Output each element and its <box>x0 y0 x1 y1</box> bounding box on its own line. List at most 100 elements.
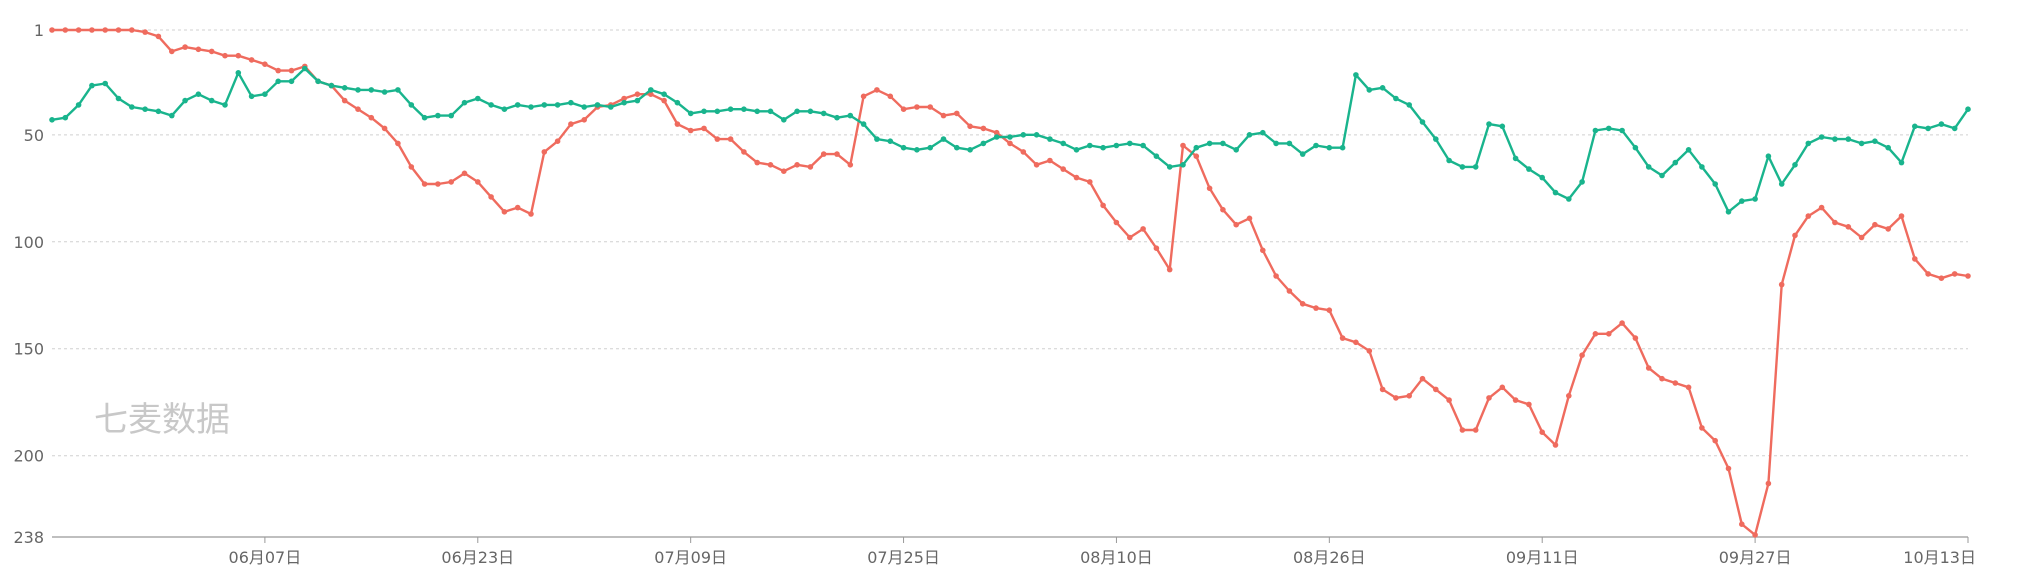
series-1-point <box>1020 149 1027 155</box>
series-2-point <box>381 89 388 95</box>
series-1-point <box>1472 427 1479 433</box>
series-2-point <box>1087 142 1093 149</box>
series-2-point <box>142 106 148 112</box>
series-2-point <box>1246 132 1253 138</box>
series-1-point <box>89 27 95 33</box>
series-2-point <box>341 85 348 91</box>
series-1-point <box>1313 305 1319 311</box>
series-1-point <box>142 29 148 35</box>
series-1-point <box>182 44 188 50</box>
x-tick-label: 08月26日 <box>1293 548 1366 567</box>
series-2-point <box>262 91 268 97</box>
series-2-point <box>275 78 282 85</box>
series-2-point <box>927 144 933 151</box>
series-2-point <box>235 70 242 76</box>
series-layer <box>49 27 1971 538</box>
series-2-point <box>541 102 548 108</box>
series-2-point <box>1685 147 1692 153</box>
series-1-point <box>887 93 894 100</box>
series-2-point <box>1965 106 1971 112</box>
series-1-point <box>1765 480 1772 487</box>
series-1-point <box>1845 224 1852 230</box>
series-1-point <box>1406 393 1412 399</box>
series-2-point <box>1579 179 1585 185</box>
x-tick-label: 08月10日 <box>1080 548 1153 567</box>
series-2-point <box>661 91 667 97</box>
series-1-point <box>1140 226 1146 232</box>
series-1-point <box>355 106 361 112</box>
series-1-point <box>1512 397 1519 403</box>
series-2-point <box>1419 119 1426 125</box>
series-1-point <box>262 61 268 67</box>
series-1-point <box>554 138 561 144</box>
series-1-point <box>395 140 401 147</box>
series-1-point <box>1073 174 1080 181</box>
series-2-point <box>62 114 69 121</box>
series-1-point <box>1672 380 1679 386</box>
series-1-point <box>648 91 654 97</box>
series-2-point <box>1153 153 1160 159</box>
series-2-point <box>794 108 800 115</box>
series-1-point <box>954 110 960 117</box>
series-1-point <box>1872 221 1878 228</box>
series-1-point <box>980 125 987 132</box>
series-1-point <box>514 204 521 211</box>
series-1-point <box>1286 288 1293 294</box>
y-tick-label: 150 <box>13 340 44 359</box>
series-1-point <box>408 164 415 170</box>
series-1-point <box>1326 307 1333 314</box>
series-1-point <box>475 179 481 185</box>
series-2-point <box>1339 144 1346 151</box>
series-1-point <box>727 136 734 142</box>
series-2-point <box>1725 209 1732 215</box>
series-1-point <box>1539 429 1545 436</box>
series-2-point <box>288 78 295 85</box>
series-2-point <box>195 91 202 97</box>
series-2-point <box>1659 172 1665 179</box>
series-1-point <box>581 117 587 123</box>
series-1-point <box>248 57 255 63</box>
series-1-point <box>1379 386 1386 393</box>
series-1-point <box>1592 331 1599 337</box>
series-2-point <box>874 136 880 142</box>
series-1-point <box>1087 179 1093 185</box>
series-1-point <box>1951 271 1958 277</box>
series-1-point <box>1792 232 1798 239</box>
series-1-point <box>1739 521 1745 527</box>
series-2-point <box>887 138 894 144</box>
series-2-point <box>1233 147 1239 153</box>
series-2-point <box>608 104 614 110</box>
series-2-point <box>1127 140 1133 147</box>
series-1-point <box>820 151 827 157</box>
series-2-point <box>1606 125 1612 132</box>
series-2 <box>49 65 1971 215</box>
series-2-point <box>1020 132 1027 138</box>
series-1-point <box>341 97 348 104</box>
series-1-point <box>275 67 282 74</box>
series-1-point <box>1699 425 1705 431</box>
series-2-point <box>461 99 468 106</box>
series-2-point <box>1938 121 1945 127</box>
series-1-point <box>1206 185 1213 192</box>
series-2-point <box>1872 138 1878 144</box>
series-2-point <box>993 134 1000 140</box>
series-2-point <box>1100 144 1106 151</box>
series-1-point <box>781 168 787 174</box>
series-2-point <box>182 97 188 104</box>
series-2-point <box>1898 159 1905 166</box>
series-2-point <box>1885 144 1891 151</box>
series-2-point <box>568 99 574 106</box>
series-2-point <box>1739 198 1745 204</box>
series-1-point <box>1898 213 1905 219</box>
series-2-point <box>554 102 561 108</box>
series-2-point <box>1499 123 1506 130</box>
series-1-point <box>1246 215 1253 222</box>
series-2-point <box>1566 196 1572 202</box>
series-1-point <box>421 181 428 187</box>
series-2-line <box>51 67 1969 214</box>
x-tick-label: 09月27日 <box>1719 548 1792 567</box>
series-2-point <box>1619 127 1625 134</box>
series-1-point <box>634 91 641 97</box>
series-1-point <box>1725 465 1732 472</box>
